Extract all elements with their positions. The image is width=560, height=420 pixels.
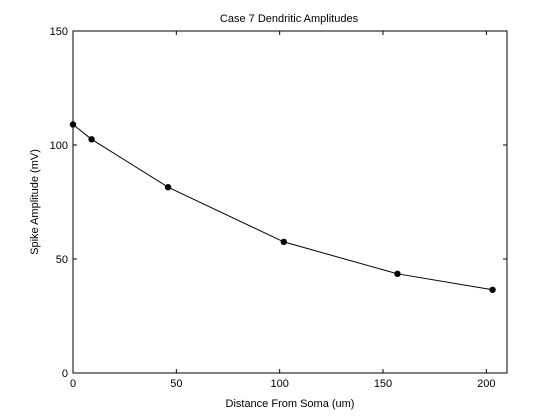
series-line bbox=[72, 124, 493, 291]
data-point bbox=[489, 286, 496, 293]
x-axis: 0 50 100 150 200 bbox=[70, 31, 496, 390]
x-tick-label: 100 bbox=[270, 378, 288, 390]
y-tick-label: 150 bbox=[50, 26, 68, 38]
y-axis-label: Spike Amplitude (mV) bbox=[29, 149, 41, 255]
data-markers bbox=[69, 121, 496, 293]
x-tick-label: 150 bbox=[374, 378, 392, 390]
data-point bbox=[88, 136, 95, 143]
x-tick-label: 0 bbox=[70, 378, 76, 390]
chart-title: Case 7 Dendritic Amplitudes bbox=[220, 13, 359, 25]
x-tick-label: 200 bbox=[477, 378, 495, 390]
x-axis-label: Distance From Soma (um) bbox=[226, 398, 355, 410]
data-point bbox=[394, 270, 401, 278]
y-tick-label: 50 bbox=[56, 254, 68, 266]
y-tick-label: 100 bbox=[50, 140, 68, 152]
y-tick-label: 0 bbox=[62, 368, 68, 380]
data-point bbox=[69, 121, 77, 128]
data-point bbox=[164, 183, 172, 191]
data-point bbox=[280, 238, 287, 246]
plot-frame bbox=[72, 30, 508, 374]
x-tick-label: 50 bbox=[170, 378, 182, 390]
y-axis: 0 50 100 150 bbox=[50, 26, 507, 380]
